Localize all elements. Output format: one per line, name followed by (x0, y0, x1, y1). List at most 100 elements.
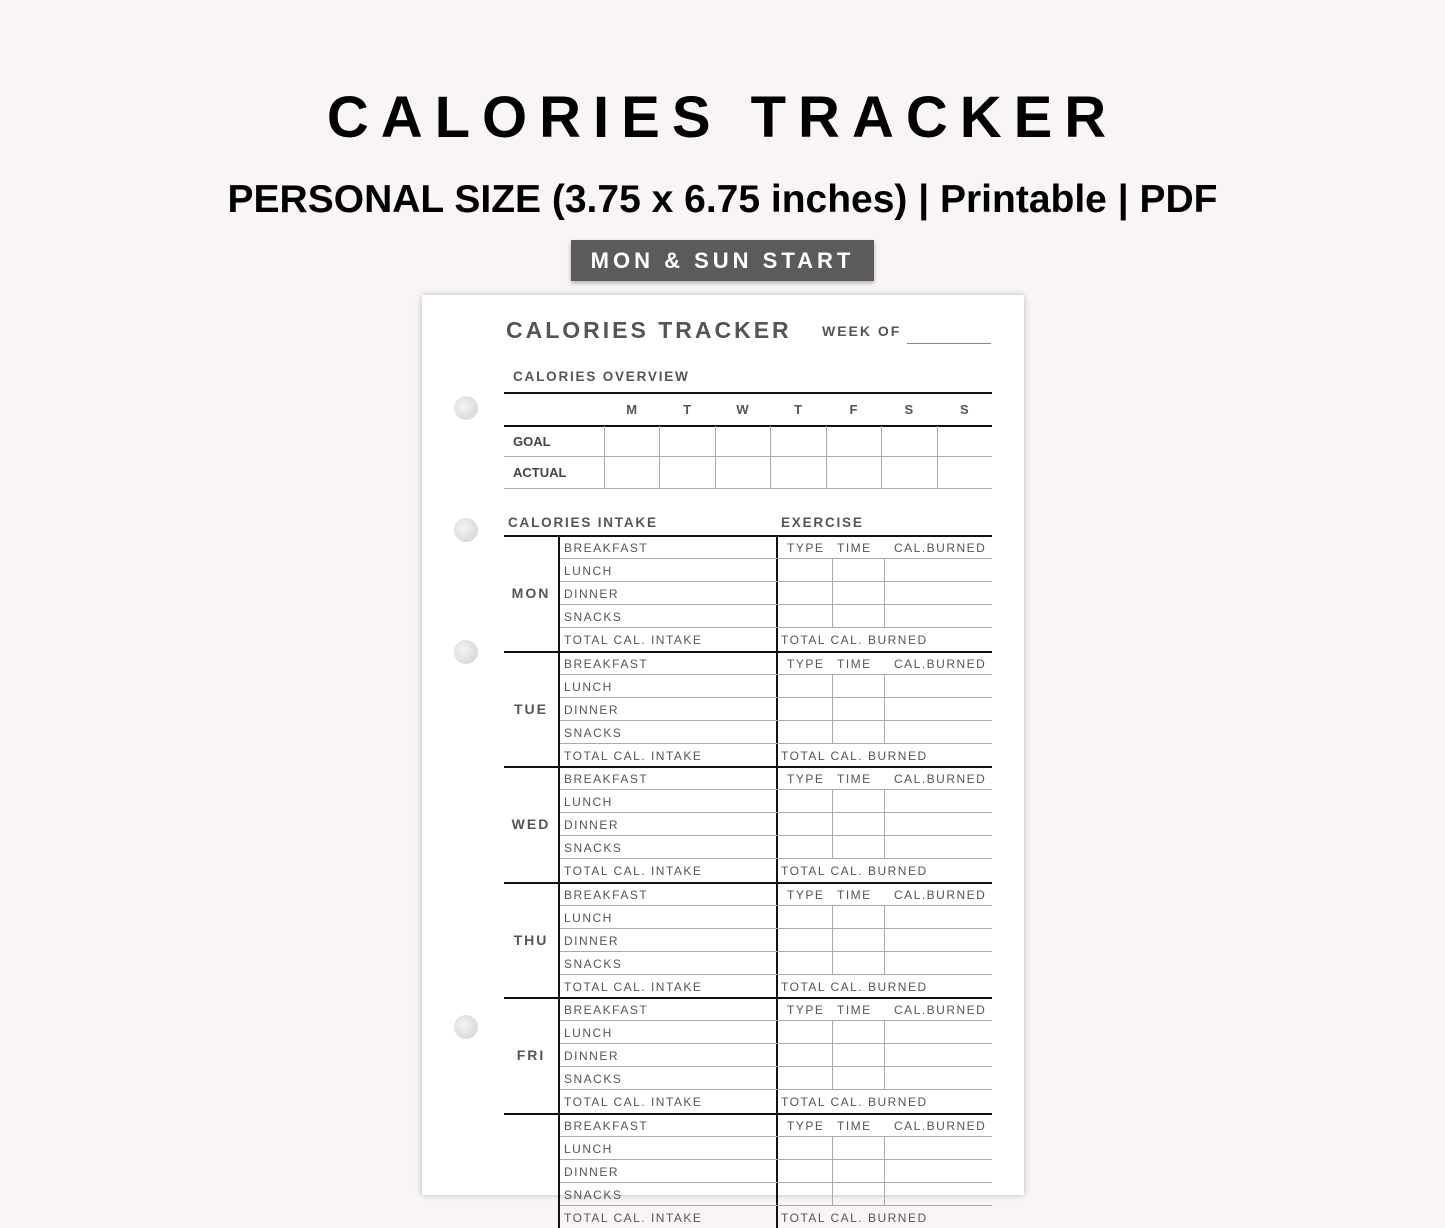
exercise-cell[interactable] (885, 836, 992, 857)
exercise-cell[interactable] (833, 906, 884, 927)
exercise-cell[interactable] (885, 1067, 992, 1088)
meal-field-lunch[interactable]: LUNCH (564, 1026, 772, 1040)
total-intake-field[interactable]: TOTAL CAL. INTAKE (564, 633, 702, 647)
exercise-cell[interactable] (778, 813, 832, 834)
exercise-cell[interactable] (885, 813, 992, 834)
exercise-cell[interactable] (778, 1067, 832, 1088)
overview-cell[interactable] (771, 427, 824, 456)
exercise-cell[interactable] (778, 952, 832, 973)
exercise-cell[interactable] (885, 952, 992, 973)
meal-field-dinner[interactable]: DINNER (564, 1049, 772, 1063)
meal-field-snacks[interactable]: SNACKS (564, 1188, 772, 1202)
meal-field-dinner[interactable]: DINNER (564, 703, 772, 717)
exercise-cell[interactable] (885, 559, 992, 580)
meal-field-lunch[interactable]: LUNCH (564, 564, 772, 578)
exercise-cell[interactable] (778, 929, 832, 950)
meal-field-snacks[interactable]: SNACKS (564, 957, 772, 971)
meal-field-dinner[interactable]: DINNER (564, 934, 772, 948)
exercise-cell[interactable] (778, 836, 832, 857)
exercise-cell[interactable] (885, 906, 992, 927)
exercise-cell[interactable] (833, 698, 884, 719)
exercise-cell[interactable] (833, 582, 884, 603)
meal-field-breakfast[interactable]: BREAKFAST (564, 1119, 772, 1133)
overview-cell[interactable] (605, 427, 658, 456)
exercise-cell[interactable] (833, 1160, 884, 1181)
exercise-cell[interactable] (885, 605, 992, 626)
total-burned-field[interactable]: TOTAL CAL. BURNED (781, 1095, 928, 1109)
total-burned-field[interactable]: TOTAL CAL. BURNED (781, 749, 928, 763)
exercise-cell[interactable] (885, 1021, 992, 1042)
meal-field-lunch[interactable]: LUNCH (564, 795, 772, 809)
exercise-cell[interactable] (885, 698, 992, 719)
overview-cell[interactable] (882, 458, 935, 487)
exercise-cell[interactable] (833, 1137, 884, 1158)
exercise-cell[interactable] (778, 675, 832, 696)
exercise-cell[interactable] (778, 698, 832, 719)
overview-cell[interactable] (605, 458, 658, 487)
overview-cell[interactable] (938, 427, 991, 456)
exercise-cell[interactable] (885, 1160, 992, 1181)
exercise-cell[interactable] (778, 1160, 832, 1181)
total-intake-field[interactable]: TOTAL CAL. INTAKE (564, 980, 702, 994)
exercise-cell[interactable] (778, 1183, 832, 1204)
meal-field-breakfast[interactable]: BREAKFAST (564, 772, 772, 786)
exercise-cell[interactable] (885, 929, 992, 950)
total-burned-field[interactable]: TOTAL CAL. BURNED (781, 980, 928, 994)
exercise-cell[interactable] (778, 1021, 832, 1042)
meal-field-snacks[interactable]: SNACKS (564, 1072, 772, 1086)
exercise-cell[interactable] (833, 836, 884, 857)
meal-field-lunch[interactable]: LUNCH (564, 911, 772, 925)
exercise-cell[interactable] (833, 675, 884, 696)
exercise-cell[interactable] (833, 1067, 884, 1088)
exercise-cell[interactable] (833, 1044, 884, 1065)
week-of-field[interactable] (907, 343, 991, 344)
meal-field-snacks[interactable]: SNACKS (564, 726, 772, 740)
exercise-cell[interactable] (833, 952, 884, 973)
exercise-cell[interactable] (778, 582, 832, 603)
meal-field-dinner[interactable]: DINNER (564, 818, 772, 832)
exercise-cell[interactable] (885, 1137, 992, 1158)
total-intake-field[interactable]: TOTAL CAL. INTAKE (564, 1211, 702, 1225)
exercise-cell[interactable] (778, 1044, 832, 1065)
exercise-cell[interactable] (833, 790, 884, 811)
exercise-cell[interactable] (778, 1137, 832, 1158)
exercise-cell[interactable] (833, 721, 884, 742)
total-burned-field[interactable]: TOTAL CAL. BURNED (781, 633, 928, 647)
exercise-cell[interactable] (778, 559, 832, 580)
exercise-cell[interactable] (833, 559, 884, 580)
meal-field-breakfast[interactable]: BREAKFAST (564, 541, 772, 555)
exercise-cell[interactable] (833, 1183, 884, 1204)
total-burned-field[interactable]: TOTAL CAL. BURNED (781, 1211, 928, 1225)
overview-cell[interactable] (660, 458, 713, 487)
overview-cell[interactable] (938, 458, 991, 487)
exercise-cell[interactable] (885, 1044, 992, 1065)
overview-cell[interactable] (716, 427, 769, 456)
exercise-cell[interactable] (833, 929, 884, 950)
exercise-cell[interactable] (885, 582, 992, 603)
exercise-cell[interactable] (885, 1183, 992, 1204)
meal-field-lunch[interactable]: LUNCH (564, 1142, 772, 1156)
meal-field-dinner[interactable]: DINNER (564, 1165, 772, 1179)
meal-field-snacks[interactable]: SNACKS (564, 841, 772, 855)
meal-field-breakfast[interactable]: BREAKFAST (564, 1003, 772, 1017)
exercise-cell[interactable] (885, 721, 992, 742)
total-burned-field[interactable]: TOTAL CAL. BURNED (781, 864, 928, 878)
overview-cell[interactable] (660, 427, 713, 456)
exercise-cell[interactable] (833, 605, 884, 626)
exercise-cell[interactable] (778, 790, 832, 811)
overview-cell[interactable] (716, 458, 769, 487)
exercise-cell[interactable] (833, 813, 884, 834)
meal-field-breakfast[interactable]: BREAKFAST (564, 657, 772, 671)
meal-field-dinner[interactable]: DINNER (564, 587, 772, 601)
exercise-cell[interactable] (833, 1021, 884, 1042)
meal-field-breakfast[interactable]: BREAKFAST (564, 888, 772, 902)
exercise-cell[interactable] (885, 790, 992, 811)
overview-cell[interactable] (827, 458, 880, 487)
total-intake-field[interactable]: TOTAL CAL. INTAKE (564, 1095, 702, 1109)
total-intake-field[interactable]: TOTAL CAL. INTAKE (564, 749, 702, 763)
overview-cell[interactable] (771, 458, 824, 487)
exercise-cell[interactable] (778, 721, 832, 742)
overview-cell[interactable] (882, 427, 935, 456)
exercise-cell[interactable] (778, 906, 832, 927)
exercise-cell[interactable] (885, 675, 992, 696)
